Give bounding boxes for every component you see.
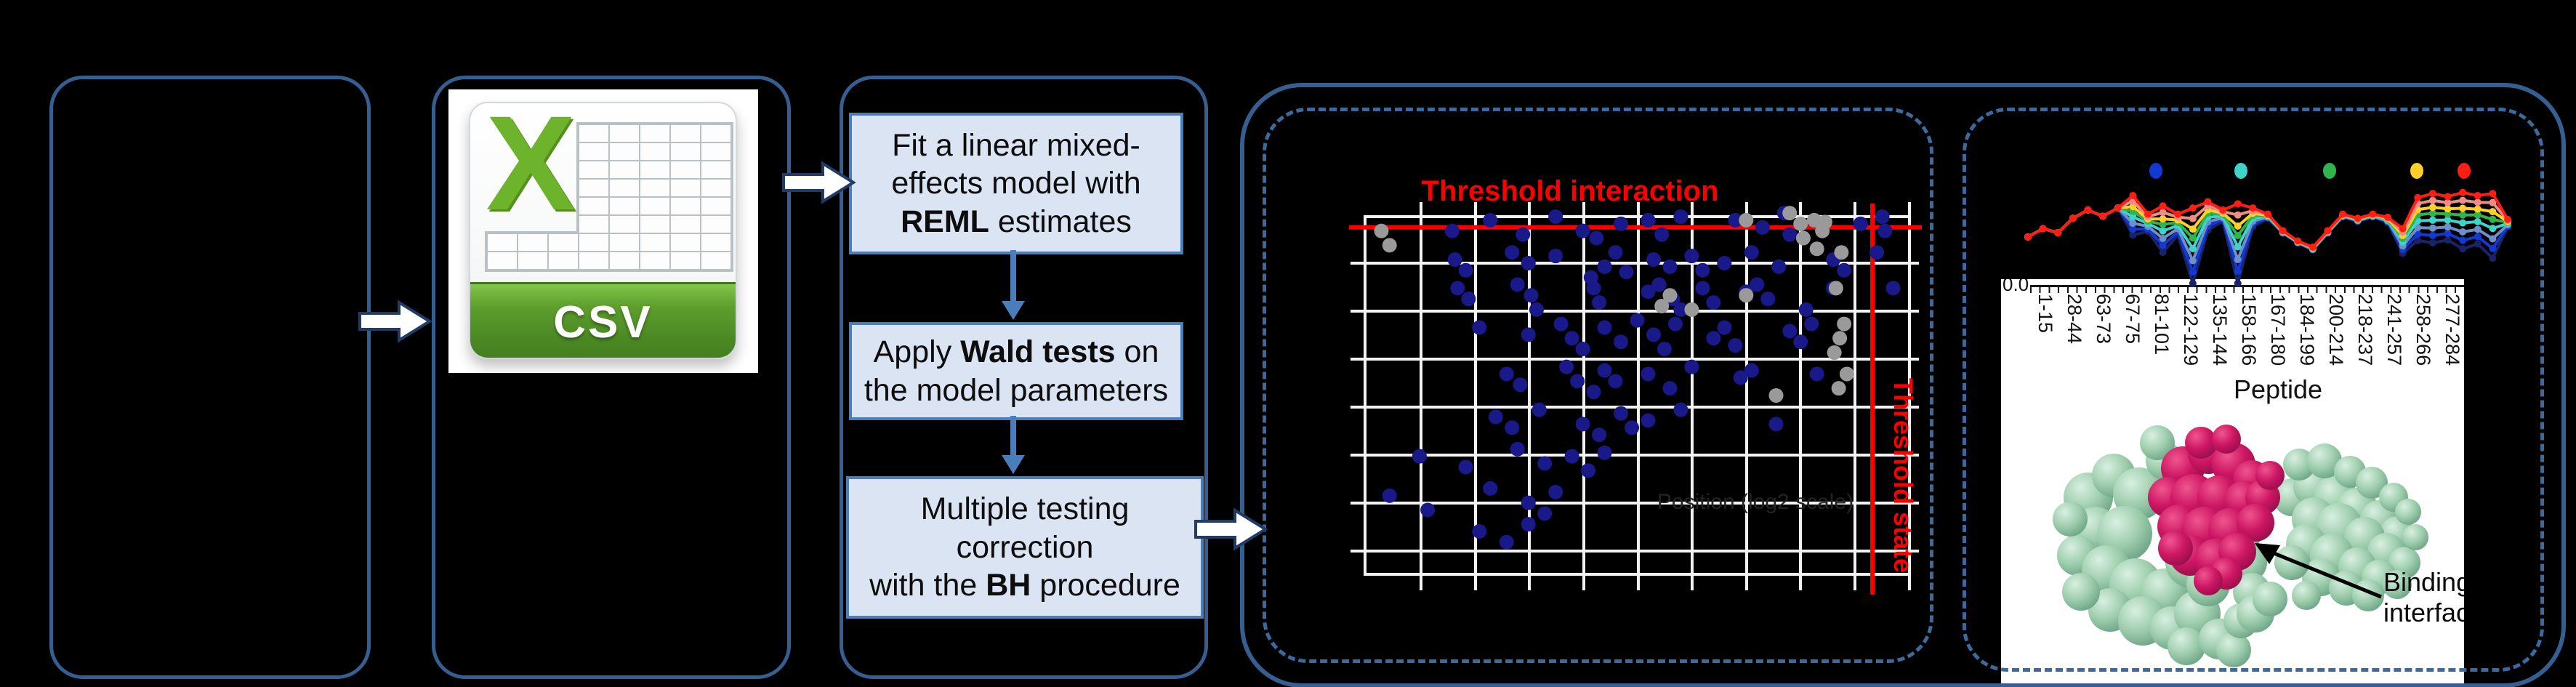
arrow-down-icon [1002,416,1025,474]
legend-dot-icon [2323,163,2336,179]
arrow-right-icon [1194,507,1268,551]
csv-file-icon: X CSV [469,102,737,359]
csv-banner: CSV [470,282,736,358]
threshold-state-label: Threshold state [1888,378,1918,573]
flow-step-line: REML estimates [901,204,1132,239]
excel-x-icon: X [486,102,576,238]
csv-file-box [432,76,791,679]
arrow-right-icon [782,161,856,204]
protein-structure [2053,425,2428,667]
legend-dot-icon [2410,163,2423,179]
peptide-axis-panel: 0.0 1-15 28-44 63-73 67-75 81-101 122-129 135-… [2001,279,2464,687]
flow-step-line: correction [956,529,1094,565]
input-data-box [49,76,371,679]
binding-label-line2: interface [2383,598,2464,628]
scatter-title: Threshold interaction [1422,175,1719,207]
csv-banner-label: CSV [553,297,653,347]
binding-label-line1: Binding [2383,567,2464,597]
legend-dot-icon [2458,163,2471,179]
spreadsheet-grid-small-icon [485,231,579,272]
flow-step-wald: Apply Wald tests on the model parameters [849,322,1183,420]
threshold-scatter-plot: Position (log2 scale) Threshold interacti… [1349,175,1922,595]
arrow-down-icon [1002,250,1025,320]
y-axis-origin-label: 0.0 [2003,279,2029,295]
protein-peptide-magenta [2148,425,2285,595]
x-axis-title: Peptide [2233,374,2323,404]
flow-step-line: Multiple testing [920,491,1130,527]
binding-interface-label: Binding interface [2383,567,2464,629]
spreadsheet-grid-icon [576,122,733,272]
arrow-right-icon [358,300,432,343]
x-axis-ticks [2030,287,2464,293]
statistics-box [840,76,1208,679]
flow-step-line: effects model with [891,166,1141,201]
legend-dot-icon [2149,163,2162,179]
flow-step-line: with the BH procedure [869,568,1180,603]
scatter-x-axis-label: Position (log2 scale) [1657,490,1853,514]
flow-step-line: the model parameters [864,372,1169,408]
binding-interface-arrow-icon [2255,543,2382,599]
uptake-line-chart [2024,163,2511,287]
flow-step-line: Fit a linear mixed- [892,127,1140,163]
flow-step-line: Apply Wald tests on [873,334,1159,370]
csv-icon-photo: X CSV [448,89,758,373]
x-axis-line [2030,285,2464,287]
flow-step-bh: Multiple testing correction with the BH pr… [846,476,1204,619]
legend-dot-icon [2234,163,2247,179]
flow-step-reml: Fit a linear mixed-effects model with REM… [849,113,1183,254]
